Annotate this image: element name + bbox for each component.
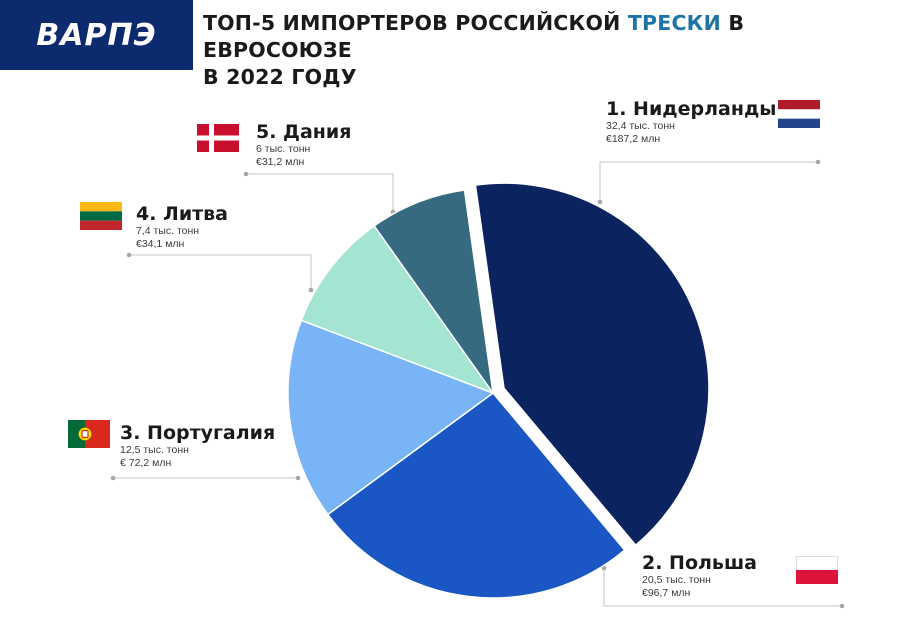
label-lithuania: 4. Литва 7,4 тыс. тонн €34,1 млн	[136, 203, 228, 251]
leader-lines	[110, 159, 845, 609]
netherlands-flag-icon	[778, 100, 820, 128]
label-portugal: 3. Португалия 12,5 тыс. тонн € 72,2 млн	[120, 422, 275, 470]
pie-slices	[287, 182, 710, 599]
title-line-2: В 2022 ГОДУ	[203, 65, 357, 89]
logo: ВАРПЭ	[0, 0, 193, 70]
pie-slice-netherlands	[474, 182, 710, 547]
label-denmark: 5. Дания 6 тыс. тонн €31,2 млн	[256, 121, 351, 169]
slice-volume-portugal: 12,5 тыс. тонн	[120, 444, 189, 456]
slice-name-portugal: 3. Португалия	[120, 422, 276, 444]
leader-line-denmark	[246, 173, 394, 212]
pie-slice-lithuania	[300, 224, 496, 395]
leader-dot-portugal-start	[295, 475, 301, 481]
leader-line-netherlands	[599, 161, 818, 202]
slice-volume-lithuania: 7,4 тыс. тонн	[136, 225, 200, 237]
slice-money-portugal: € 72,2 млн	[120, 457, 172, 469]
slice-volume-poland: 20,5 тыс. тонн	[642, 574, 711, 586]
leader-line-lithuania	[129, 254, 312, 290]
slice-name-poland: 2. Польша	[642, 552, 757, 574]
slice-money-poland: €96,7 млн	[642, 587, 691, 599]
leader-dot-lithuania-end	[126, 252, 132, 258]
pie-slice-portugal	[287, 319, 495, 516]
pie-slice-denmark	[373, 189, 494, 394]
denmark-flag-icon	[197, 124, 239, 152]
slice-money-lithuania: €34,1 млн	[136, 238, 185, 250]
slice-name-netherlands: 1. Нидерланды	[606, 98, 777, 120]
portugal-flag-icon	[68, 420, 110, 448]
page-title: ТОП-5 ИМПОРТЕРОВ РОССИЙСКОЙ ТРЕСКИ В ЕВР…	[203, 10, 900, 91]
leader-line-poland	[603, 568, 842, 607]
leader-dot-netherlands-start	[597, 199, 603, 205]
lithuania-flag-icon	[80, 202, 122, 230]
leader-dot-netherlands-end	[815, 159, 821, 165]
leader-dot-denmark-end	[243, 171, 249, 177]
slice-money-netherlands: €187,2 млн	[606, 133, 661, 145]
slice-volume-denmark: 6 тыс. тонн	[256, 143, 311, 155]
logo-text: ВАРПЭ	[36, 17, 157, 53]
slice-name-lithuania: 4. Литва	[136, 203, 229, 225]
slice-volume-netherlands: 32,4 тыс. тонн	[606, 120, 675, 132]
title-highlight: ТРЕСКИ	[627, 11, 721, 35]
label-poland: 2. Польша 20,5 тыс. тонн €96,7 млн	[642, 552, 757, 600]
leader-dot-lithuania-start	[308, 287, 314, 293]
title-line-1: ТОП-5 ИМПОРТЕРОВ РОССИЙСКОЙ ТРЕСКИ В ЕВР…	[203, 10, 900, 64]
slice-name-denmark: 5. Дания	[256, 121, 352, 143]
pie-slice-poland	[326, 391, 626, 599]
title-part-2: В ЕВРОСОЮЗЕ	[203, 11, 745, 62]
leader-dot-poland-end	[839, 603, 845, 609]
poland-flag-icon	[796, 556, 838, 584]
label-netherlands: 1. Нидерланды 32,4 тыс. тонн €187,2 млн	[606, 98, 777, 146]
leader-dot-portugal-end	[110, 475, 116, 481]
title-part-1: ТОП-5 ИМПОРТЕРОВ РОССИЙСКОЙ	[203, 11, 628, 35]
slice-money-denmark: €31,2 млн	[256, 156, 305, 168]
